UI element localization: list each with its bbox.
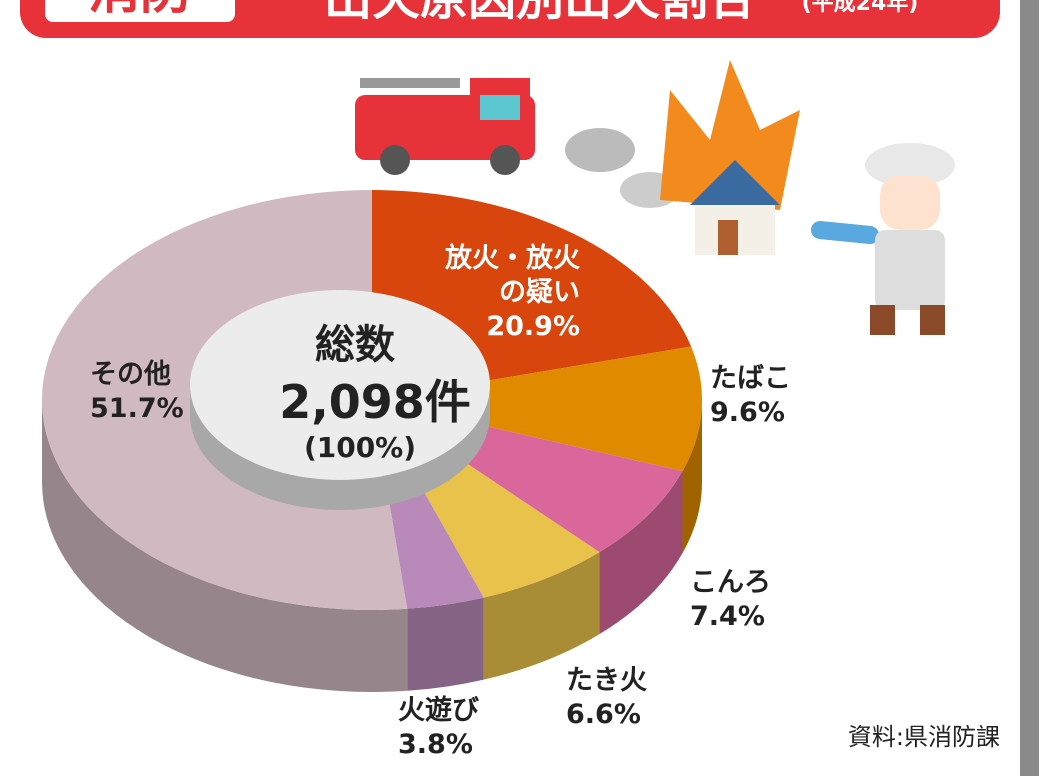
side-strip [1020,0,1039,776]
slice-label: たき火 6.6% [566,664,647,732]
slice-side [682,400,702,554]
category-label: 火遊び [398,695,479,726]
value-label: 7.4% [690,601,765,632]
value-label: 6.6% [566,699,641,730]
category-label: こんろ [690,567,771,598]
category-label: たき火 [566,665,647,696]
value-label: 51.7% [90,393,184,424]
fire-truck [355,78,535,175]
slice-label: 火遊び 3.8% [398,694,479,762]
slice-label: その他 51.7% [90,358,184,426]
value-label: 3.8% [398,729,473,760]
category-label: 放火・放火の疑い [445,243,580,308]
center-total: 2,098件 [279,375,471,429]
center-title: 総数 [315,322,395,368]
slice [372,346,702,472]
slice-label: こんろ 7.4% [690,566,771,634]
slice-side [483,552,600,680]
slice-side [599,471,683,635]
badge: 消防 [88,0,192,21]
slice-side [42,400,408,692]
value-label: 9.6% [710,397,785,428]
source: 資料:県消防課 [848,723,1000,751]
slice-label: たばこ 9.6% [710,362,791,430]
value-label: 20.9% [486,311,580,342]
hub-top [190,290,490,480]
firefighter [811,143,955,335]
center-share: (100%) [304,431,416,464]
title-banner [20,0,1000,38]
burning-house [565,60,800,255]
category-label: たばこ [710,363,791,394]
chart-subtitle: (平成24年) [802,0,919,16]
slice-side [407,597,484,691]
category-label: その他 [90,359,171,390]
badge-box [45,0,235,22]
slice-label: 放火・放火の疑い 20.9% [430,242,580,344]
chart-title: 出火原因別出火割合 [324,0,756,26]
pie: 総数 2,098件(100%) [42,190,702,692]
